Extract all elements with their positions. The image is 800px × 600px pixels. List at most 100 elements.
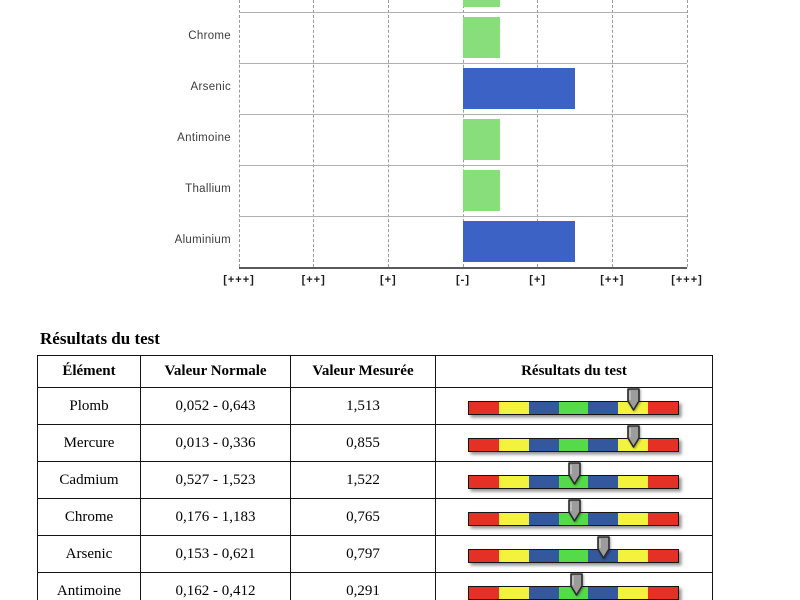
table-header-cell: Valeur Mesurée [290,355,436,388]
chart-gridline [238,0,240,267]
element-name-cell: Arsenic [37,535,141,573]
table-row-cadmium: Cadmium 0,527 - 1,523 1,522 [37,461,713,499]
marker-arrow-icon [567,462,581,485]
table-row-antimoine: Antimoine 0,162 - 0,412 0,291 [37,572,713,600]
scale-segment [498,513,529,525]
scale-segment [588,439,619,451]
element-name-cell: Plomb [37,387,141,425]
scale-segment [498,439,529,451]
scale-segment [469,476,499,488]
scale-segment [469,587,499,599]
chart-row-label-aluminium: Aluminium [174,233,231,246]
axis-tick-label: [++] [301,274,326,286]
scale-segment [648,513,679,525]
chart-axis-line [239,267,687,269]
scale-segment [558,550,589,562]
measured-value-cell: 1,522 [290,461,436,499]
axis-tick-label: [-] [456,274,470,286]
chart-bar-antimoine [463,119,501,160]
chart-bar-aluminium [463,221,575,262]
scale-segment [588,402,619,414]
scale-segment [498,476,529,488]
result-scale [468,425,680,454]
scale-segment [469,550,499,562]
chart-bar-thallium [463,170,501,211]
table-header-cell: Valeur Normale [140,355,291,388]
result-scale-bar [468,549,679,563]
table-header-cell: Résultats du test [435,355,713,388]
measured-value-cell: 0,855 [290,424,436,462]
chart-row-label-antimoine: Antimoine [177,131,231,144]
chart-row-label-chrome: Chrome [188,29,231,42]
scale-segment [528,587,559,599]
element-levels-chart: [+++] [++] [+] [-] [+] [++] [+++] Chrome Arsenic… [174,0,703,286]
scale-segment [528,402,559,414]
chart-bar-chrome [463,17,501,58]
scale-segment [648,439,679,451]
results-section-heading: Résultats du test [40,329,160,348]
chart-bar-partial-top [463,0,501,7]
results-table-body: Plomb 0,052 - 0,643 1,513 Mercure 0,013 - 0,… [37,387,713,600]
scale-segment [588,513,619,525]
table-header-cell: Élément [37,355,141,388]
results-table-header: Élément Valeur Normale Valeur Mesurée Résul… [37,355,713,388]
result-scale [468,573,680,600]
scale-segment [528,550,559,562]
chart-row-separator [239,216,687,217]
element-name-cell: Mercure [37,424,141,462]
table-row-chrome: Chrome 0,176 - 1,183 0,765 [37,498,713,536]
results-table: Élément Valeur Normale Valeur Mesurée Résul… [37,355,713,600]
scale-segment [528,476,559,488]
marker-arrow-icon [597,536,610,559]
chart-gridline [313,0,315,267]
scale-segment [469,513,499,525]
scale-segment [588,587,619,599]
table-row-arsenic: Arsenic 0,153 - 0,621 0,797 [37,535,713,573]
axis-tick-label: [++] [600,274,625,286]
result-scale-cell [435,535,713,573]
table-row-plomb: Plomb 0,052 - 0,643 1,513 [37,387,713,425]
chart-row-label-thallium: Thallium [185,182,231,195]
chart-bar-arsenic [463,68,575,109]
scale-segment [648,476,679,488]
result-scale-bar [468,512,679,526]
result-scale-bar [468,401,679,415]
normal-value-cell: 0,162 - 0,412 [140,572,291,600]
normal-value-cell: 0,153 - 0,621 [140,535,291,573]
normal-value-cell: 0,527 - 1,523 [140,461,291,499]
normal-value-cell: 0,052 - 0,643 [140,387,291,425]
axis-tick-label: [+] [379,274,397,286]
chart-row-label-arsenic: Arsenic [190,80,231,93]
measured-value-cell: 1,513 [290,387,436,425]
chart-row-separator [239,12,687,13]
chart-row-separator [239,63,687,64]
result-scale-bar [468,438,679,452]
result-scale [468,462,680,491]
scale-segment [648,402,679,414]
chart-gridline [387,0,389,267]
result-scale-cell [435,387,713,425]
axis-tick-label: [+++] [671,274,703,286]
chart-gridline [611,0,613,267]
result-scale-cell [435,424,713,462]
element-name-cell: Cadmium [37,461,141,499]
measured-value-cell: 0,291 [290,572,436,600]
scale-segment [558,402,589,414]
scale-segment [648,587,679,599]
result-scale [468,536,680,565]
element-name-cell: Chrome [37,498,141,536]
measured-value-cell: 0,765 [290,498,436,536]
result-scale [468,388,680,417]
axis-tick-label: [+++] [223,274,255,286]
marker-arrow-icon [569,573,583,596]
axis-tick-label: [+] [529,274,547,286]
normal-value-cell: 0,013 - 0,336 [140,424,291,462]
marker-arrow-icon [627,425,640,448]
scale-segment [618,587,649,599]
scale-segment [498,550,529,562]
scale-segment [469,402,499,414]
scale-segment [498,587,529,599]
table-row-mercure: Mercure 0,013 - 0,336 0,855 [37,424,713,462]
measured-value-cell: 0,797 [290,535,436,573]
